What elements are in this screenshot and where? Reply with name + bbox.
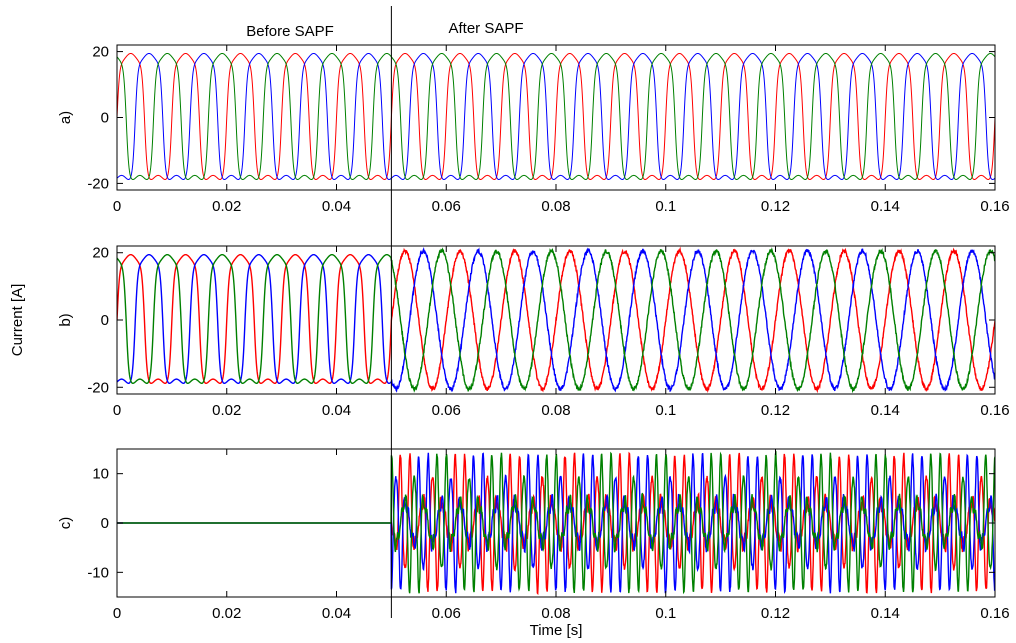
y-tick-label: 20 bbox=[92, 44, 109, 61]
x-tick-label: 0.06 bbox=[432, 198, 461, 215]
y-tick-label: -20 bbox=[87, 379, 109, 396]
series-line-2 bbox=[117, 52, 995, 181]
y-tick-label: 10 bbox=[92, 466, 109, 483]
series-line-3 bbox=[117, 450, 995, 595]
x-tick-label: 0.04 bbox=[322, 402, 351, 419]
x-tick-label: 0.12 bbox=[761, 198, 790, 215]
x-tick-label: 0.08 bbox=[541, 402, 570, 419]
x-tick-label: 0.12 bbox=[761, 605, 790, 622]
x-tick-label: 0.02 bbox=[212, 402, 241, 419]
series-line-3 bbox=[117, 247, 995, 394]
x-tick-label: 0 bbox=[113, 198, 121, 215]
panel-3: 0 0.02 0.04 0.06 0.08 0.1 0.12 0.14 0.16 -10 0 10 c) bbox=[57, 448, 1010, 622]
y-tick-label: 20 bbox=[92, 245, 109, 262]
x-tick-label: 0.16 bbox=[980, 402, 1009, 419]
panels-group: 0 0.02 0.04 0.06 0.08 0.1 0.12 0.14 0.16-20020a)… bbox=[57, 44, 1010, 622]
x-tick-label: 0.14 bbox=[871, 402, 900, 419]
x-tick-label: 0.06 bbox=[432, 605, 461, 622]
panel-label: a) bbox=[57, 111, 74, 124]
x-tick-label: 0 bbox=[113, 402, 121, 419]
x-tick-label: 0.02 bbox=[212, 198, 241, 215]
y-axis-title: Current [A] bbox=[9, 284, 26, 357]
x-tick-label: 0.16 bbox=[980, 605, 1009, 622]
x-tick-label: 0.06 bbox=[432, 402, 461, 419]
panel-label: c) bbox=[57, 517, 74, 530]
panel-label: b) bbox=[57, 313, 74, 326]
x-tick-label: 0.08 bbox=[541, 198, 570, 215]
y-tick-label: 0 bbox=[101, 110, 109, 127]
series-line-1 bbox=[117, 246, 995, 394]
y-tick-label: -20 bbox=[87, 175, 109, 192]
y-tick-label: -10 bbox=[87, 564, 109, 581]
x-tick-label: 0 bbox=[113, 605, 121, 622]
y-tick-label: 0 bbox=[101, 515, 109, 532]
series-line-3 bbox=[117, 52, 995, 181]
series-line-2 bbox=[117, 247, 995, 393]
x-axis-title: Time [s] bbox=[530, 622, 583, 639]
x-tick-label: 0.1 bbox=[655, 402, 676, 419]
x-tick-label: 0.1 bbox=[655, 198, 676, 215]
series-line-1 bbox=[117, 52, 995, 181]
x-tick-label: 0.12 bbox=[761, 402, 790, 419]
x-tick-label: 0.1 bbox=[655, 605, 676, 622]
x-tick-label: 0.02 bbox=[212, 605, 241, 622]
before-sapf-label: Before SAPF bbox=[246, 23, 334, 40]
x-tick-label: 0.16 bbox=[980, 198, 1009, 215]
x-tick-label: 0.08 bbox=[541, 605, 570, 622]
x-tick-label: 0.14 bbox=[871, 198, 900, 215]
y-tick-label: 0 bbox=[101, 312, 109, 329]
x-tick-label: 0.14 bbox=[871, 605, 900, 622]
after-sapf-label: After SAPF bbox=[448, 20, 523, 37]
x-tick-label: 0.04 bbox=[322, 605, 351, 622]
x-tick-label: 0.04 bbox=[322, 198, 351, 215]
